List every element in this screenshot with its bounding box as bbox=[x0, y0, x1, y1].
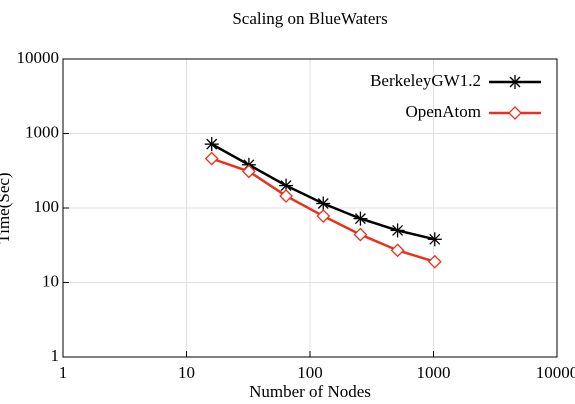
marker bbox=[241, 164, 256, 179]
y-tick-label: 1000 bbox=[25, 122, 59, 141]
marker bbox=[204, 137, 219, 152]
chart-title: Scaling on BlueWaters bbox=[232, 9, 387, 28]
marker-shape bbox=[241, 164, 256, 179]
marker bbox=[316, 209, 331, 223]
marker bbox=[427, 232, 442, 247]
marker-stroke bbox=[280, 180, 292, 192]
x-tick-label: 100 bbox=[297, 363, 323, 382]
marker-shape bbox=[279, 189, 293, 203]
marker bbox=[390, 223, 405, 238]
marker bbox=[204, 151, 219, 166]
x-tick-label: 10 bbox=[178, 363, 195, 382]
x-tick-label: 10000 bbox=[536, 363, 575, 382]
marker-stroke bbox=[354, 213, 366, 225]
marker-stroke bbox=[392, 224, 404, 236]
legend-label: OpenAtom bbox=[405, 102, 481, 121]
marker bbox=[508, 75, 522, 89]
marker-shape bbox=[390, 243, 405, 258]
y-tick-label: 10000 bbox=[17, 48, 60, 67]
marker-shape bbox=[353, 227, 368, 242]
y-tick-label: 1 bbox=[51, 346, 60, 365]
marker bbox=[316, 196, 331, 211]
marker-shape bbox=[204, 151, 219, 166]
marker-stroke bbox=[206, 138, 218, 150]
marker-stroke bbox=[509, 76, 521, 88]
marker-stroke bbox=[317, 198, 329, 209]
series-line bbox=[211, 143, 436, 241]
marker bbox=[353, 211, 368, 226]
marker bbox=[353, 227, 368, 242]
marker-shape bbox=[316, 209, 331, 223]
marker-shape bbox=[427, 254, 442, 269]
legend-label: BerkeleyGW1.2 bbox=[370, 71, 481, 90]
x-axis-label: Number of Nodes bbox=[249, 382, 371, 401]
x-tick-label: 1 bbox=[59, 363, 68, 382]
y-tick-label: 10 bbox=[42, 271, 59, 290]
marker bbox=[390, 243, 405, 258]
marker bbox=[508, 106, 522, 120]
plot-frame bbox=[62, 58, 558, 358]
marker-stroke bbox=[429, 233, 441, 245]
marker-shape bbox=[508, 106, 522, 120]
x-tick-label: 1000 bbox=[417, 363, 451, 382]
marker bbox=[427, 254, 442, 269]
marker bbox=[279, 189, 293, 203]
y-tick-label: 100 bbox=[34, 197, 60, 216]
y-axis-label: Time(Sec) bbox=[0, 172, 13, 243]
marker bbox=[279, 178, 294, 193]
